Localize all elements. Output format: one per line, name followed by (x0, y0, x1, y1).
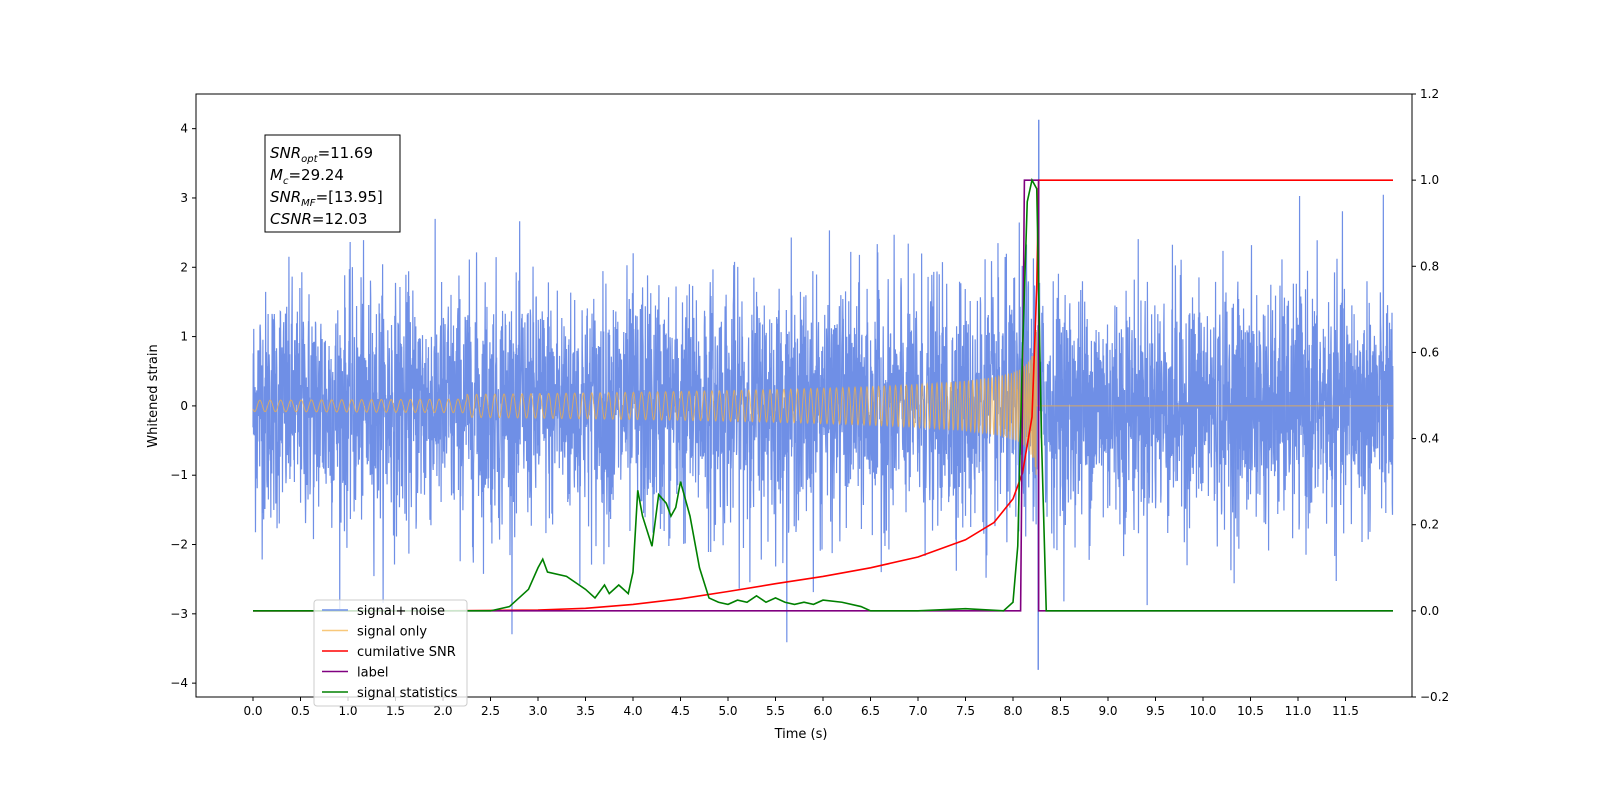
x-tick-label: 0.0 (243, 704, 262, 718)
x-tick-label: 1.0 (338, 704, 357, 718)
annotation-box: SNRopt=11.69Mc=29.24SNRMF=[13.95]CSNR=12… (264, 134, 401, 233)
x-tick-label: 1.5 (386, 704, 405, 718)
annotation-value: =29.24 (288, 166, 344, 184)
x-tick-label: 0.5 (291, 704, 310, 718)
legend-entry: signal only (357, 625, 427, 640)
annotation-symbol: M (270, 166, 283, 184)
y-tick-label: 0 (180, 399, 188, 413)
right-y-tick-label: −0.2 (1420, 690, 1449, 704)
x-tick-label: 6.0 (813, 704, 832, 718)
annotation-symbol: SNR (270, 188, 301, 206)
x-tick-label: 3.0 (528, 704, 547, 718)
right-y-tick-label: 1.2 (1420, 87, 1439, 101)
y-tick-label: −4 (170, 676, 188, 690)
x-tick-label: 4.0 (623, 704, 642, 718)
y-axis-label: Whitened strain (146, 344, 161, 447)
annotation-subscript: MF (301, 198, 316, 209)
x-tick-label: 11.5 (1332, 704, 1359, 718)
x-tick-label: 2.0 (433, 704, 452, 718)
legend-entry: signal statistics (357, 686, 458, 701)
ticks-layer: 0.0 0.5 1.0 1.5 2.0 2.5 3.0 3.5 4.0 4.5 5.0 5.5 6.0 6… (170, 87, 1449, 718)
right-y-tick-label: 0.2 (1420, 518, 1439, 532)
x-tick-label: 5.0 (718, 704, 737, 718)
y-tick-label: 3 (180, 191, 188, 205)
x-tick-label: 8.5 (1051, 704, 1070, 718)
right-y-tick-label: 0.6 (1420, 345, 1439, 359)
right-y-tick-label: 0.0 (1420, 604, 1439, 618)
plot-area (252, 119, 1394, 670)
y-tick-label: −3 (170, 607, 188, 621)
annotation-value: =11.69 (318, 144, 374, 162)
x-tick-label: 10.0 (1190, 704, 1217, 718)
x-tick-label: 9.0 (1098, 704, 1117, 718)
annotation-frame (264, 134, 401, 233)
right-y-tick-label: 0.4 (1420, 432, 1439, 446)
annotation-subscript: opt (301, 154, 318, 165)
legend-entry: label (357, 666, 388, 681)
legend: signal+ noise signal only cumilative SNR la… (313, 599, 468, 707)
right-y-tick-label: 0.8 (1420, 259, 1439, 273)
y-tick-label: 2 (180, 260, 188, 274)
series-cumilative-snr (253, 179, 1393, 612)
legend-entry: signal+ noise (357, 604, 445, 619)
annotation-line: SNRMF=[13.95] (270, 188, 383, 209)
series-signal-noise (252, 119, 1394, 670)
annotation-line: SNRopt=11.69 (270, 144, 373, 165)
x-tick-label: 7.5 (956, 704, 975, 718)
series-signal-only (252, 329, 1393, 475)
annotation-symbol: CSNR (270, 210, 312, 228)
legend-frame (313, 599, 468, 707)
y-tick-label: 4 (180, 122, 188, 136)
x-tick-label: 10.5 (1237, 704, 1264, 718)
x-tick-label: 2.5 (481, 704, 500, 718)
x-tick-label: 4.5 (671, 704, 690, 718)
y-tick-label: 1 (180, 330, 188, 344)
annotation-line: CSNR=12.03 (270, 210, 367, 228)
y-tick-label: −2 (170, 538, 188, 552)
x-axis-label: Time (s) (774, 727, 828, 742)
annotation-value: =12.03 (312, 210, 368, 228)
x-tick-label: 3.5 (576, 704, 595, 718)
legend-entry: cumilative SNR (357, 645, 456, 660)
x-tick-label: 7.0 (908, 704, 927, 718)
x-tick-label: 6.5 (861, 704, 880, 718)
annotation-subscript: c (283, 176, 289, 187)
y-tick-label: −1 (170, 468, 188, 482)
x-tick-label: 8.0 (1003, 704, 1022, 718)
right-y-tick-label: 1.0 (1420, 173, 1439, 187)
annotation-line: Mc=29.24 (270, 166, 344, 187)
series-signal-statistics (253, 177, 1393, 612)
x-tick-label: 11.0 (1285, 704, 1312, 718)
annotation-value: =[13.95] (316, 188, 383, 206)
annotation-symbol: SNR (270, 144, 301, 162)
x-tick-label: 5.5 (766, 704, 785, 718)
x-tick-label: 9.5 (1146, 704, 1165, 718)
axes-frame (195, 93, 1413, 698)
